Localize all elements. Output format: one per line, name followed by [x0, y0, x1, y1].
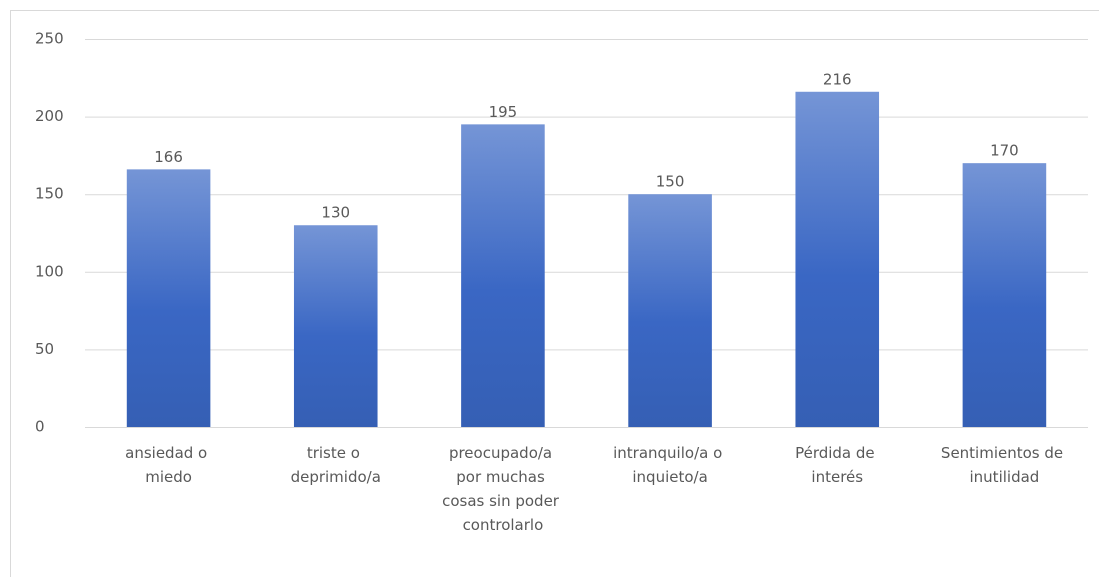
data-label: 170: [990, 142, 1019, 160]
y-tick-label: 0: [35, 418, 45, 436]
y-tick-label: 200: [35, 107, 64, 125]
y-tick-label: 150: [35, 185, 64, 203]
data-label: 216: [823, 70, 852, 88]
y-tick-label: 250: [35, 30, 64, 48]
x-tick-label: preocupado/a por muchas cosas sin poder …: [442, 444, 564, 534]
bar: [126, 169, 211, 428]
bar: [628, 194, 712, 427]
chart-frame: [10, 10, 1099, 577]
x-tick-label: ansiedad o miedo: [125, 444, 212, 486]
x-tick-label: Sentimientos de inutilidad: [941, 444, 1068, 486]
bar: [293, 225, 378, 427]
x-tick-label: intranquilo/a o inquieto/a: [613, 444, 727, 486]
y-tick-label: 50: [35, 340, 54, 358]
bar: [962, 163, 1047, 427]
bar: [795, 91, 880, 427]
data-label: 130: [321, 204, 350, 222]
data-label: 166: [154, 148, 183, 166]
data-label: 195: [489, 103, 518, 121]
bar: [461, 124, 545, 428]
y-tick-label: 100: [35, 262, 64, 280]
x-tick-label: triste o deprimido/a: [291, 444, 381, 486]
data-label: 150: [656, 173, 685, 191]
x-tick-label: Pérdida de interés: [795, 444, 879, 486]
